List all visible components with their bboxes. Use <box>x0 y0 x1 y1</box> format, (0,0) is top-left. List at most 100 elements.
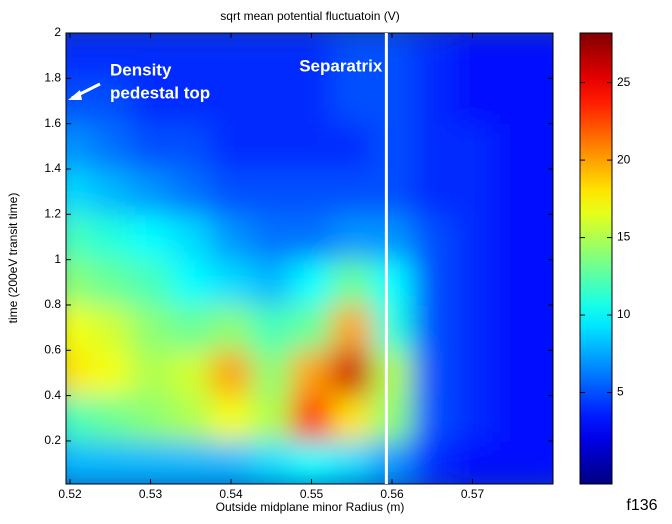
heat-cell <box>130 304 172 351</box>
heat-cell <box>331 123 373 170</box>
annotation: pedestal top <box>110 83 210 102</box>
x-axis-label: Outside midplane minor Radius (m) <box>216 500 405 514</box>
heat-cell <box>371 440 413 484</box>
heat-cell <box>371 304 413 351</box>
heat-cell <box>66 214 91 261</box>
heat-cell <box>90 168 131 215</box>
annotation: Density <box>110 60 172 79</box>
heat-cell <box>371 259 413 306</box>
heat-cell <box>210 214 252 261</box>
heat-cell <box>492 259 534 306</box>
heat-cell <box>291 33 333 79</box>
heatmap <box>66 33 553 484</box>
heat-cell <box>331 33 373 79</box>
heat-cell <box>331 350 373 397</box>
heat-cell <box>412 350 453 397</box>
heat-cell <box>532 78 553 125</box>
heat-cell <box>412 395 453 442</box>
heat-cell <box>532 214 553 261</box>
heat-cell <box>210 395 252 442</box>
heat-cell <box>291 304 333 351</box>
x-tick-label: 0.57 <box>461 487 485 501</box>
heat-cell <box>130 214 172 261</box>
heat-cell <box>90 304 131 351</box>
y-tick-label: 0.4 <box>44 388 61 402</box>
y-axis-label: time (200eV transit time) <box>6 193 20 324</box>
heat-cell <box>532 168 553 215</box>
heat-cell <box>210 33 252 79</box>
heat-cell <box>130 123 172 170</box>
heat-cell <box>492 304 534 351</box>
heat-cell <box>331 259 373 306</box>
heat-cell <box>452 259 494 306</box>
heat-cell <box>251 168 292 215</box>
heat-cell <box>412 304 453 351</box>
heat-cell <box>210 259 252 306</box>
heat-cell <box>371 350 413 397</box>
y-tick-label: 0.2 <box>44 433 61 447</box>
heat-cell <box>532 350 553 397</box>
y-tick-label: 1.4 <box>44 161 61 175</box>
heat-cell <box>130 168 172 215</box>
heat-cell <box>251 395 292 442</box>
annotation: Separatrix <box>299 56 383 75</box>
heat-cell <box>371 123 413 170</box>
y-tick-label: 2 <box>54 25 61 39</box>
heat-cell <box>532 33 553 79</box>
heat-cell <box>66 78 91 125</box>
heat-cell <box>291 123 333 170</box>
heat-cell <box>251 440 292 484</box>
heat-cell <box>492 214 534 261</box>
heat-cell <box>452 78 494 125</box>
figure-label: f136 <box>626 497 657 514</box>
heat-cell <box>452 304 494 351</box>
annotation-arrow <box>68 82 101 100</box>
chart-title: sqrt mean potential fluctuatoin (V) <box>220 9 399 23</box>
heat-cell <box>130 33 172 79</box>
heat-cell <box>532 123 553 170</box>
y-tick-label: 1.8 <box>44 70 61 84</box>
heat-cell <box>90 214 131 261</box>
heat-cell <box>412 123 453 170</box>
x-tick-label: 0.56 <box>380 487 404 501</box>
heat-cell <box>412 168 453 215</box>
heat-cell <box>371 214 413 261</box>
heat-cell <box>66 123 91 170</box>
heat-cell <box>66 304 91 351</box>
heat-cell <box>210 123 252 170</box>
heat-cell <box>492 123 534 170</box>
heat-cell <box>291 395 333 442</box>
heat-cell <box>251 33 292 79</box>
heat-cell <box>452 395 494 442</box>
colorbar-tick-label: 20 <box>617 152 631 166</box>
heat-cell <box>371 168 413 215</box>
y-tick-label: 0.8 <box>44 297 61 311</box>
heat-cell <box>66 168 91 215</box>
heat-cell <box>170 395 212 442</box>
heat-cell <box>331 304 373 351</box>
heat-cell <box>251 78 292 125</box>
heat-cell <box>371 395 413 442</box>
heat-cell <box>532 440 553 484</box>
heat-cell <box>210 440 252 484</box>
colorbar-tick-label: 5 <box>617 385 624 399</box>
heat-cell <box>170 259 212 306</box>
heat-cell <box>492 440 534 484</box>
heat-cell <box>492 350 534 397</box>
colorbar <box>579 32 613 485</box>
heat-cell <box>210 168 252 215</box>
heat-cell <box>291 214 333 261</box>
colorbar-tick-label: 15 <box>617 230 631 244</box>
heat-cell <box>251 304 292 351</box>
heat-cell <box>452 33 494 79</box>
heat-cell <box>412 259 453 306</box>
heat-cell <box>452 350 494 397</box>
heat-cell <box>452 168 494 215</box>
y-tick-label: 1 <box>54 252 61 266</box>
heat-cell <box>492 395 534 442</box>
heat-cell <box>291 440 333 484</box>
heat-cell <box>170 440 212 484</box>
heat-cell <box>412 440 453 484</box>
heat-cell <box>90 440 131 484</box>
heat-cell <box>331 168 373 215</box>
